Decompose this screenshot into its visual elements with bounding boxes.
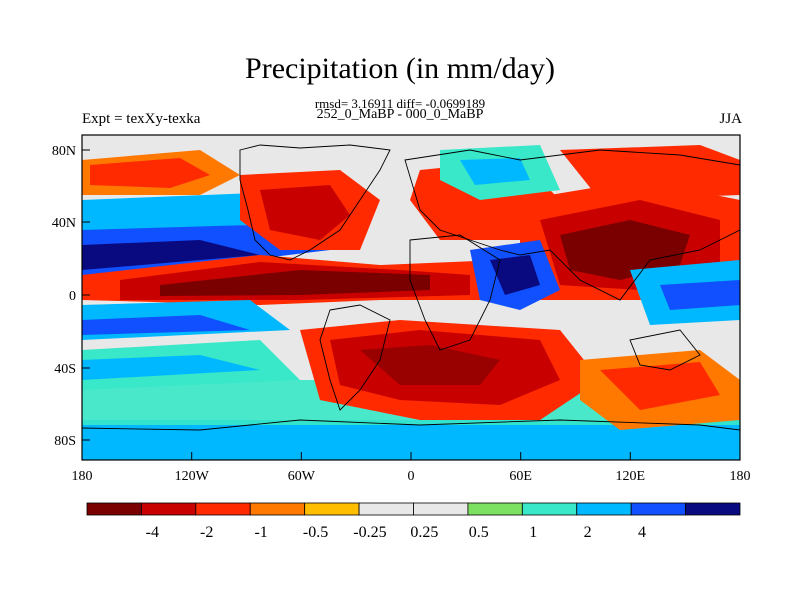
lat-tick-40s: 40S [54,362,76,377]
colorbar-swatch [413,502,469,516]
colorbar-swatch [249,502,306,516]
lat-axis: 80N 40N 0 40S 80S [52,144,90,449]
colorbar-label: -2 [200,524,213,541]
stats-line: rmsd= 3.16911 diff= -0.0699189 [314,96,486,111]
colorbar-label: -0.5 [303,524,328,541]
colorbar-swatch [521,502,578,516]
lon-tick-60w: 60W [288,469,316,484]
lon-tick-180w: 180 [72,469,93,484]
map-field [81,134,741,461]
colorbar-swatch [685,502,741,516]
colorbar-label: -1 [254,524,267,541]
colorbar-label: -0.25 [353,524,386,541]
colorbar-label: 4 [638,524,646,541]
season-label: JJA [719,111,742,127]
experiment-label: Expt = texXy-texka [82,111,201,127]
colorbar-swatch [141,502,197,516]
colorbar-swatch [86,502,142,516]
lat-tick-80s: 80S [54,434,76,449]
lon-tick-120w: 120W [175,469,210,484]
colorbar-label: -4 [146,524,159,541]
colorbar-swatch [195,502,251,516]
lon-tick-180e: 180 [730,469,751,484]
colorbar-swatch [358,502,414,516]
colorbar: -4 -2 -1 -0.5 -0.25 0.25 0.5 1 2 4 [86,502,741,541]
lat-tick-0: 0 [69,289,76,304]
colorbar-label: 0.25 [410,524,438,541]
chart-title: Precipitation (in mm/day) [245,52,555,85]
chart-subtitle: 252_0_MaBP - 000_0_MaBP [316,107,484,122]
lon-tick-0: 0 [408,469,415,484]
lat-tick-80n: 80N [52,144,76,159]
lon-axis: 180 120W 60W 0 60E 120E 180 [72,452,751,484]
colorbar-swatch [576,502,632,516]
colorbar-swatch [467,502,523,516]
lon-tick-120e: 120E [616,469,646,484]
colorbar-label: 2 [584,524,592,541]
lat-tick-40n: 40N [52,216,76,231]
colorbar-label: 1 [529,524,537,541]
lon-tick-60e: 60E [509,469,532,484]
colorbar-swatch [630,502,686,516]
colorbar-label: 0.5 [469,524,489,541]
colorbar-swatch [304,502,360,516]
